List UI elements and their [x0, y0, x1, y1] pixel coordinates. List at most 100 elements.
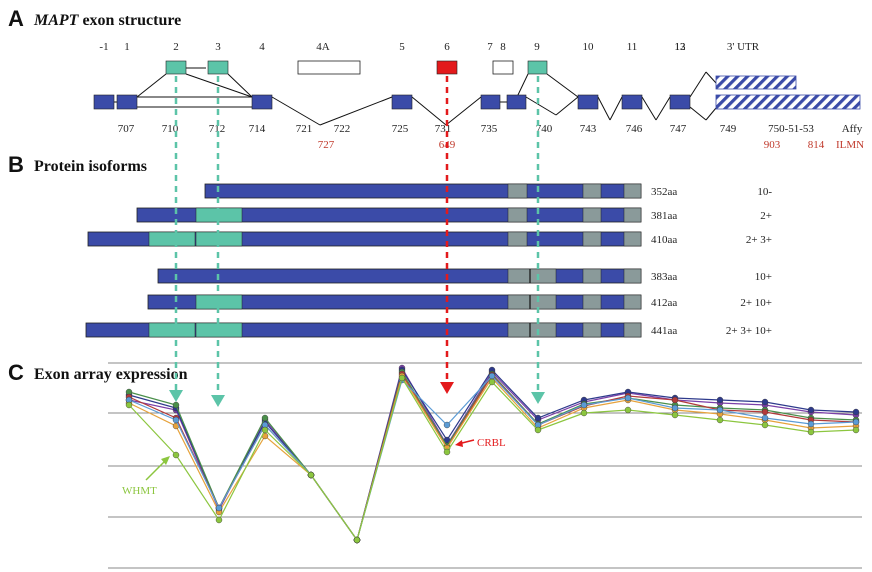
exon-number-label: 4A [316, 41, 330, 53]
chart-series [125, 364, 860, 544]
red-probe-labels: 727 649 903 814 ILMN [318, 139, 864, 151]
isoform-bar [147, 294, 642, 310]
splice-line [525, 96, 557, 116]
isoform-bar [157, 268, 642, 284]
exon-number-label: 6 [444, 41, 450, 53]
splice-line [555, 96, 579, 116]
exon-number-label: 8 [500, 41, 506, 53]
series-point [624, 394, 632, 402]
exon-number-label: 13 [675, 41, 687, 53]
series-point [488, 378, 496, 386]
exon-minus1 [93, 94, 115, 110]
probe-label: 735 [481, 123, 498, 135]
isoform-bars [85, 183, 642, 338]
isoform-size-label: 383aa [651, 271, 677, 283]
panel-c-letter: C [8, 360, 24, 385]
isoform-bar [204, 183, 642, 199]
isoform-repeat-segment [582, 207, 602, 223]
panel-a-title: MAPT exon structure [33, 12, 181, 29]
isoform-size-label: 410aa [651, 234, 677, 246]
probe-label: 721 [296, 123, 313, 135]
splice-line [319, 96, 393, 126]
arrowhead-exon2 [169, 390, 183, 402]
series-point [488, 372, 496, 380]
series-point [852, 418, 860, 426]
isoform-repeat-segment [582, 268, 602, 284]
splice-line [705, 107, 717, 121]
series-point [761, 421, 769, 429]
series-point [807, 406, 815, 414]
series-point [215, 504, 223, 512]
splice-line [227, 73, 253, 98]
splice-lines [114, 67, 717, 126]
series-point [807, 428, 815, 436]
exon-4a [297, 60, 361, 75]
splice-line [445, 96, 482, 126]
probe-label: 722 [334, 123, 351, 135]
series-point [624, 406, 632, 414]
series-polyline [128, 368, 857, 542]
series-point [261, 414, 269, 422]
probe-label: 710 [162, 123, 179, 135]
isoform-alt-exon [148, 231, 196, 247]
splice-line [271, 96, 321, 126]
splice-line [546, 73, 579, 98]
isoform-repeat-segment [507, 183, 528, 199]
exon-number-label: 12 [675, 41, 686, 53]
probe-label: Affy [842, 123, 863, 135]
exon-1 [116, 94, 138, 110]
panel-b-letter: B [8, 152, 24, 177]
probe-label: 746 [626, 123, 643, 135]
series-point [761, 414, 769, 422]
whmt-label: WHMT [122, 485, 157, 497]
isoform-bar [87, 231, 642, 247]
series-point [761, 398, 769, 406]
exon-5 [391, 94, 413, 110]
isoform-repeat-segment [582, 322, 602, 338]
probe-label: 740 [536, 123, 553, 135]
probe-label: 725 [392, 123, 409, 135]
splice-line [411, 96, 447, 126]
isoform-size-label: 352aa [651, 186, 677, 198]
isoform-repeat-segment [582, 183, 602, 199]
series-point [671, 396, 679, 404]
isoform-repeat-segment [623, 183, 642, 199]
probe-label: 731 [435, 123, 452, 135]
series-point [716, 406, 724, 414]
isoform-alt-exon [148, 322, 196, 338]
arrowhead-exon10 [531, 392, 545, 404]
splice-line [609, 96, 623, 121]
series-point [580, 401, 588, 409]
exon-number-label: 9 [534, 41, 540, 53]
probe-label: 707 [118, 123, 135, 135]
series-point [172, 451, 180, 459]
isoform-exon-label: 2+ 3+ [746, 234, 772, 246]
exon-number-label: 10 [583, 41, 595, 53]
utr-short [715, 75, 797, 90]
series-polyline [128, 366, 857, 542]
isoform-repeat-segment [623, 268, 642, 284]
series-polyline [128, 376, 857, 542]
isoform-bar [136, 207, 642, 223]
isoform-labels: 352aa 10- 381aa 2+ 410aa 2+ 3+ 383aa 10+ 412aa 2+… [651, 186, 772, 337]
splice-line [655, 96, 671, 121]
series-point [534, 426, 542, 434]
panel-a-title-rest: exon structure [78, 12, 181, 29]
isoform-size-label: 381aa [651, 210, 677, 222]
isoform-repeat-segment [507, 322, 557, 338]
exon-number-label: 5 [399, 41, 405, 53]
series-point [761, 408, 769, 416]
isoform-exon-label: 10+ [755, 271, 772, 283]
splice-line [185, 73, 253, 98]
exon-10 [527, 60, 548, 75]
series-point [125, 401, 133, 409]
series-point [716, 416, 724, 424]
dashed-guides [174, 76, 540, 395]
splice-line [705, 71, 717, 84]
series-point [353, 536, 361, 544]
splice-line [689, 106, 707, 121]
crbl-arrowhead [455, 440, 463, 447]
isoform-size-label: 412aa [651, 297, 677, 309]
chart-series-line [125, 374, 860, 544]
